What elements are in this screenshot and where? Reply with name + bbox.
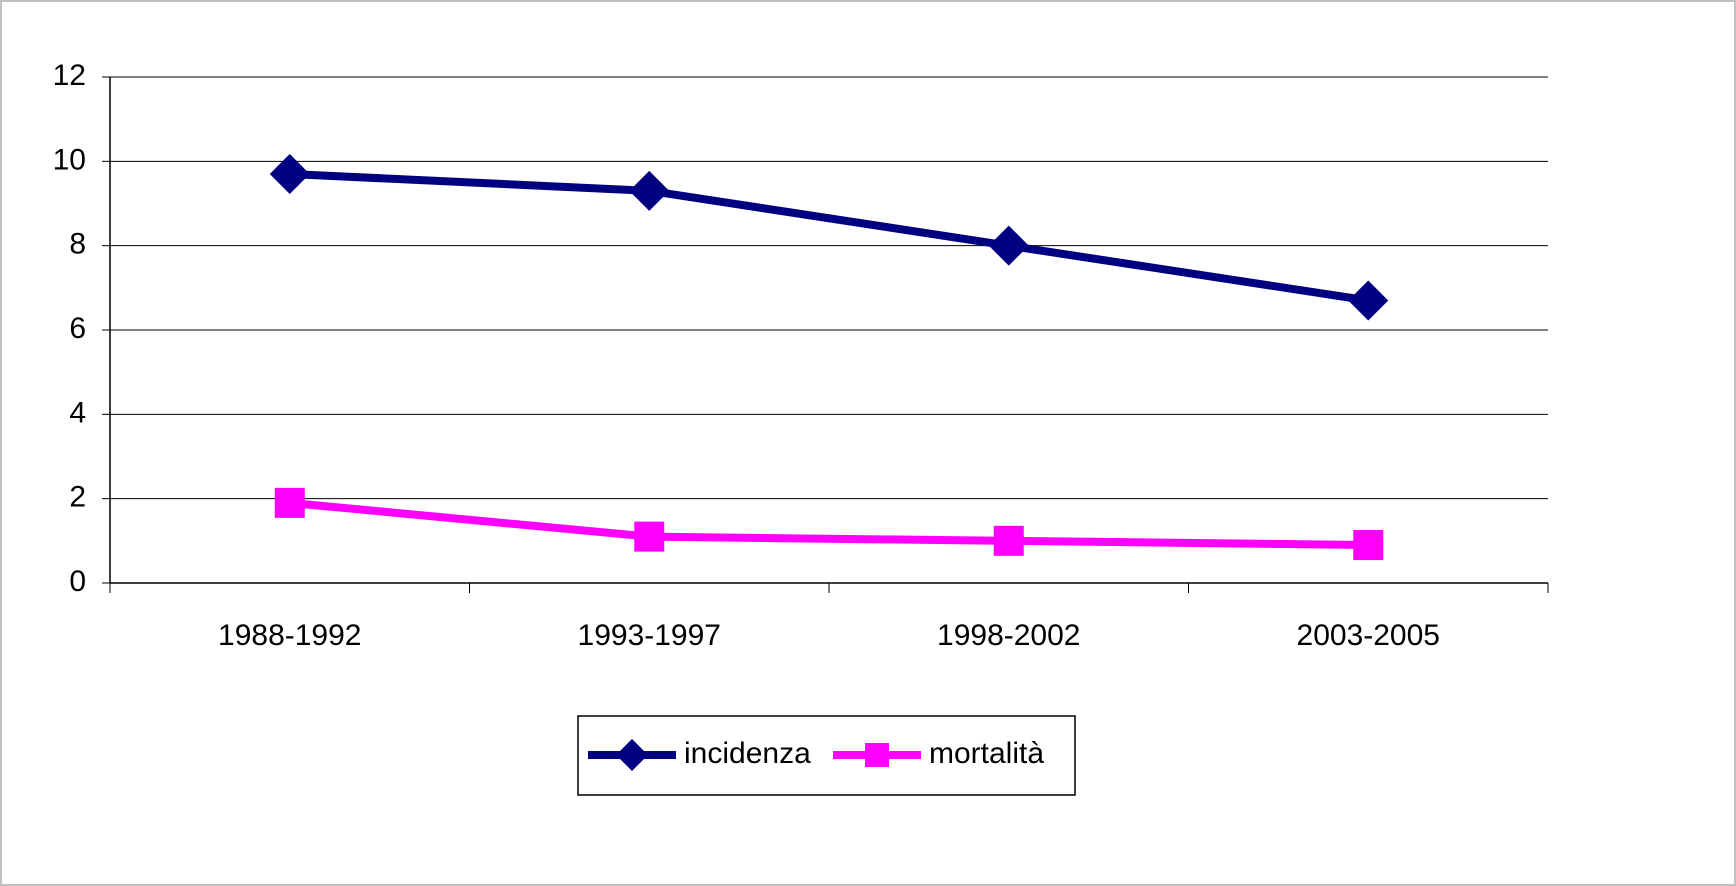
x-tick-label: 1993-1997 — [578, 619, 721, 652]
data-point — [993, 525, 1024, 556]
y-tick-label: 0 — [69, 565, 86, 598]
legend-marker — [616, 739, 648, 771]
x-tick-label: 1998-2002 — [937, 619, 1080, 652]
data-point — [634, 521, 665, 552]
y-tick-label: 12 — [53, 59, 86, 92]
data-point — [269, 153, 310, 194]
y-tick-label: 4 — [69, 396, 86, 429]
legend-marker — [865, 743, 889, 767]
data-point — [629, 170, 670, 211]
y-tick-label: 6 — [69, 312, 86, 345]
legend-label: incidenza — [684, 737, 811, 770]
y-tick-label: 2 — [69, 481, 86, 514]
x-tick-label: 2003-2005 — [1297, 619, 1440, 652]
y-tick-label: 8 — [69, 228, 86, 261]
series-line — [289, 169, 1369, 305]
legend-label: mortalità — [929, 737, 1044, 770]
series-line — [289, 498, 1369, 550]
data-point — [988, 225, 1029, 266]
x-tick-label: 1988-1992 — [218, 619, 361, 652]
data-point — [1353, 530, 1384, 561]
data-point — [1348, 280, 1389, 321]
y-tick-label: 10 — [53, 143, 86, 176]
data-point — [274, 487, 305, 518]
